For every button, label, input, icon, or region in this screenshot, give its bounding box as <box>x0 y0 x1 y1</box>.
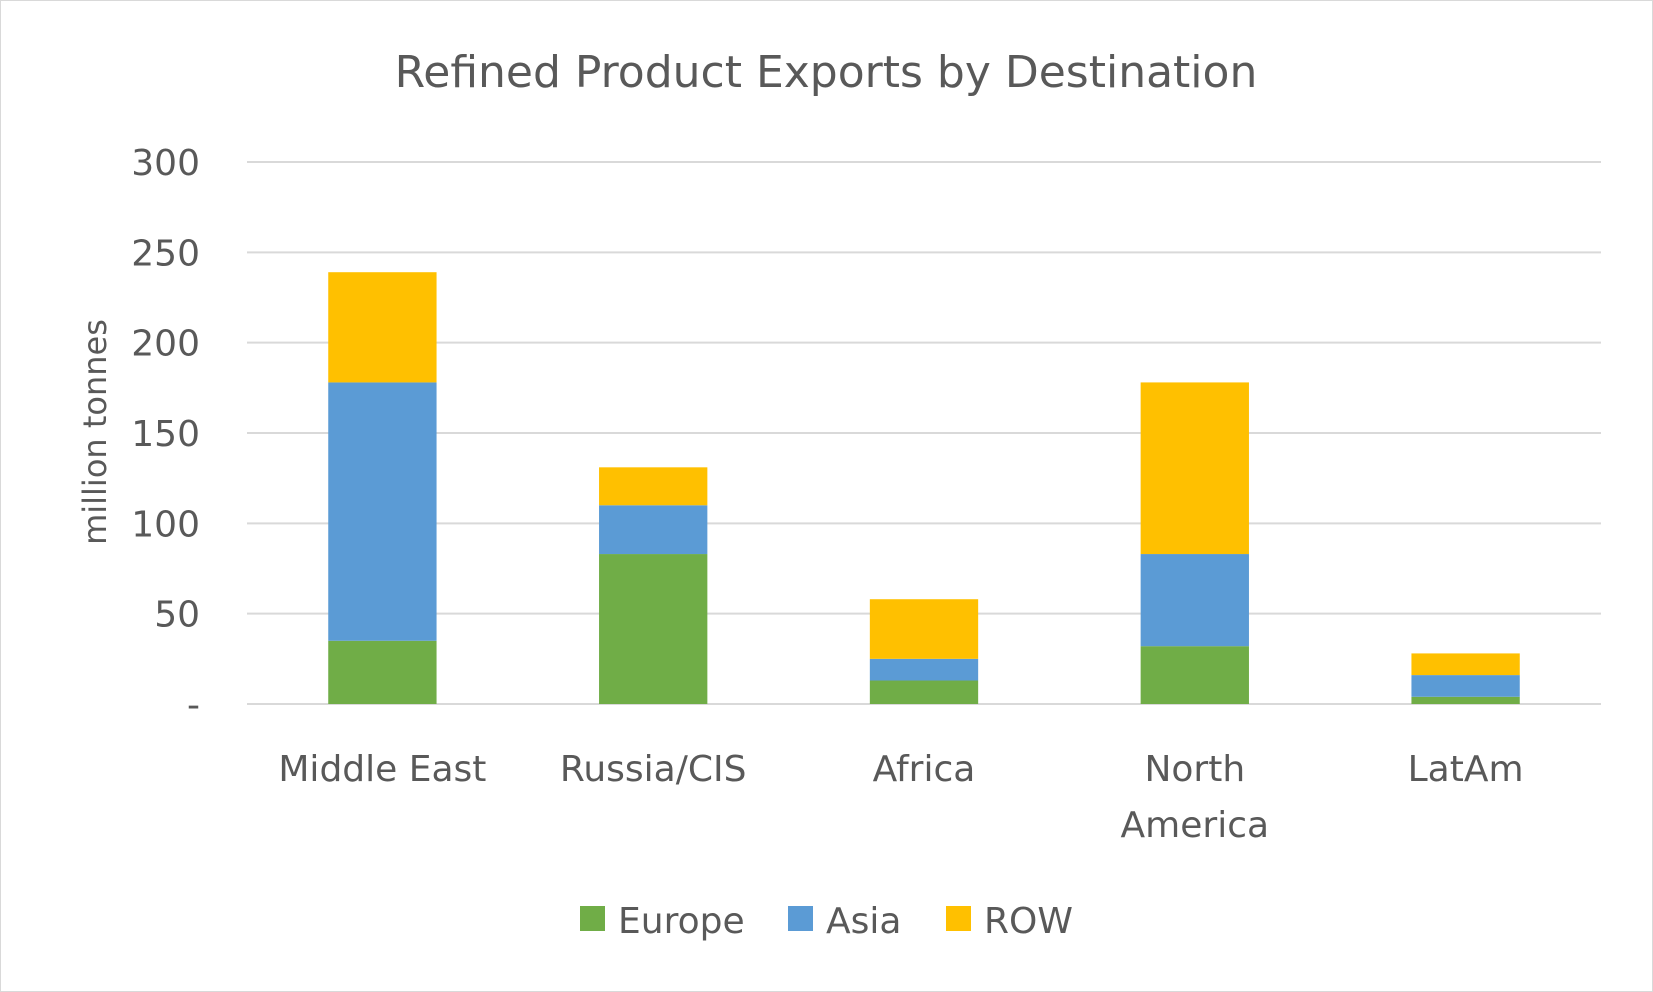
y-tick-label-150: 150 <box>131 414 200 455</box>
y-tick-label-0: - <box>187 685 200 726</box>
y-tick-label-300: 300 <box>131 143 200 184</box>
y-tick-label-250: 250 <box>131 233 200 274</box>
category-label-line: Middle East <box>278 749 486 790</box>
category-label-africa: Africa <box>873 749 976 790</box>
category-label-latam: LatAm <box>1408 749 1524 790</box>
bar-middle-east-asia <box>328 382 437 641</box>
y-axis-label: million tonnes <box>76 319 114 545</box>
chart-title: Refined Product Exports by Destination <box>395 47 1258 98</box>
bar-africa-row <box>869 599 979 659</box>
category-label-line: Russia/CIS <box>560 749 747 790</box>
bar-africa-asia <box>869 658 979 681</box>
gridlines <box>247 161 1601 705</box>
category-label-north-america: North America <box>1121 749 1270 846</box>
legend-swatch-asia <box>788 906 813 931</box>
category-label-line: America <box>1121 805 1270 846</box>
category-label-line: Africa <box>873 749 976 790</box>
bar-latam-europe <box>1411 696 1520 704</box>
category-label-russia-cis: Russia/CIS <box>560 749 747 790</box>
category-label-middle-east: Middle East <box>278 749 486 790</box>
category-labels: Middle East Russia/CIS Africa North America L… <box>278 749 1523 846</box>
bar-north-america-europe <box>1140 646 1249 704</box>
bar-africa-europe <box>869 680 979 704</box>
y-tick-labels: - 50 100 150 200 250 300 <box>131 143 200 726</box>
category-label-line: North <box>1144 749 1245 790</box>
category-label-line: LatAm <box>1408 749 1524 790</box>
y-tick-label-100: 100 <box>131 504 200 545</box>
bar-russia-cis-europe <box>599 554 708 704</box>
bar-middle-east-europe <box>328 640 437 704</box>
bar-middle-east-row <box>328 272 437 383</box>
legend-label-europe: Europe <box>618 901 745 942</box>
bar-latam-asia <box>1411 675 1520 697</box>
legend: Europe Asia ROW <box>580 901 1073 942</box>
bar-russia-cis-row <box>599 467 708 506</box>
bars <box>328 272 1520 704</box>
bar-north-america-asia <box>1140 554 1249 647</box>
y-tick-label-200: 200 <box>131 324 200 365</box>
legend-swatch-row <box>946 906 971 931</box>
bar-north-america-row <box>1140 382 1249 555</box>
legend-swatch-europe <box>580 906 605 931</box>
legend-label-row: ROW <box>984 901 1073 942</box>
bar-latam-row <box>1411 653 1520 676</box>
legend-label-asia: Asia <box>826 901 901 942</box>
y-tick-label-50: 50 <box>154 595 200 636</box>
bar-russia-cis-asia <box>599 505 708 555</box>
